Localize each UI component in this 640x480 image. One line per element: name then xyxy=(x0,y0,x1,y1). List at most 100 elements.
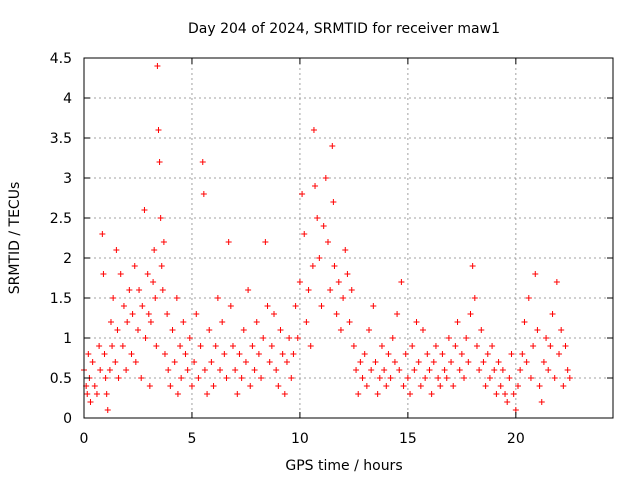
data-point xyxy=(318,303,325,309)
data-point xyxy=(109,343,116,349)
data-point xyxy=(234,391,241,397)
data-point xyxy=(212,343,219,349)
data-point xyxy=(415,359,422,365)
data-point xyxy=(219,319,226,325)
data-point xyxy=(361,351,368,357)
data-point xyxy=(489,343,496,349)
data-point xyxy=(387,375,394,381)
data-point xyxy=(251,367,258,373)
data-point xyxy=(456,367,463,373)
data-point xyxy=(110,295,117,301)
data-point xyxy=(223,375,230,381)
data-point xyxy=(204,391,211,397)
data-point xyxy=(527,375,534,381)
data-point xyxy=(266,359,273,365)
x-axis-label: GPS time / hours xyxy=(285,458,402,474)
data-point xyxy=(536,383,543,389)
data-point xyxy=(301,231,308,237)
data-point xyxy=(409,343,416,349)
data-point xyxy=(286,335,293,341)
data-point xyxy=(381,367,388,373)
data-point xyxy=(145,311,152,317)
data-point xyxy=(99,231,106,237)
data-point xyxy=(299,191,306,197)
data-point xyxy=(330,199,337,205)
data-point xyxy=(333,311,340,317)
data-point xyxy=(530,343,537,349)
y-tick-label: 4.5 xyxy=(50,51,72,67)
data-point xyxy=(210,383,217,389)
data-point xyxy=(312,183,319,189)
data-point xyxy=(180,319,187,325)
data-point xyxy=(372,359,379,365)
data-point xyxy=(413,319,420,325)
data-point xyxy=(422,375,429,381)
data-point xyxy=(348,287,355,293)
data-point xyxy=(114,327,121,333)
data-point xyxy=(117,271,124,277)
data-point xyxy=(296,279,303,285)
data-point xyxy=(342,247,349,253)
x-tick-label: 5 xyxy=(187,431,196,447)
data-point xyxy=(337,327,344,333)
data-point xyxy=(560,383,567,389)
data-point xyxy=(225,239,232,245)
data-point xyxy=(146,383,153,389)
data-point xyxy=(534,327,541,333)
data-point xyxy=(331,263,338,269)
data-point xyxy=(385,351,392,357)
data-point xyxy=(320,223,327,229)
data-point xyxy=(107,319,114,325)
y-tick-label: 4 xyxy=(63,91,72,107)
data-point xyxy=(103,391,110,397)
data-point xyxy=(545,367,552,373)
data-point xyxy=(514,383,521,389)
data-point xyxy=(283,359,290,365)
data-point xyxy=(461,375,468,381)
data-point xyxy=(260,335,267,341)
data-point xyxy=(493,391,500,397)
y-tick-label: 3 xyxy=(63,171,72,187)
data-point xyxy=(517,367,524,373)
data-point xyxy=(153,343,160,349)
data-point xyxy=(439,351,446,357)
data-point xyxy=(167,383,174,389)
data-point xyxy=(227,303,234,309)
data-point xyxy=(346,319,353,325)
data-point xyxy=(322,175,329,181)
data-point xyxy=(136,287,143,293)
data-point xyxy=(200,191,207,197)
data-point xyxy=(562,343,569,349)
data-point xyxy=(404,375,411,381)
data-point xyxy=(113,247,120,253)
data-point xyxy=(171,359,178,365)
data-point xyxy=(426,367,433,373)
data-point xyxy=(368,367,375,373)
data-point xyxy=(508,351,515,357)
data-point xyxy=(458,351,465,357)
data-point xyxy=(174,391,181,397)
data-point xyxy=(290,351,297,357)
data-point xyxy=(156,159,163,165)
data-point xyxy=(129,311,136,317)
data-point xyxy=(281,391,288,397)
data-point xyxy=(519,351,526,357)
data-point xyxy=(430,359,437,365)
data-point xyxy=(564,367,571,373)
data-point xyxy=(106,367,113,373)
data-point xyxy=(558,327,565,333)
data-point xyxy=(255,351,262,357)
data-point xyxy=(329,143,336,149)
data-point xyxy=(553,279,560,285)
data-point xyxy=(87,399,94,405)
data-point xyxy=(303,319,310,325)
data-point xyxy=(242,359,249,365)
data-point xyxy=(97,367,104,373)
data-point xyxy=(307,343,314,349)
data-point xyxy=(445,335,452,341)
data-point xyxy=(443,375,450,381)
data-point xyxy=(502,391,509,397)
data-point xyxy=(221,351,228,357)
y-tick-label: 0.5 xyxy=(50,371,72,387)
data-point xyxy=(258,375,265,381)
